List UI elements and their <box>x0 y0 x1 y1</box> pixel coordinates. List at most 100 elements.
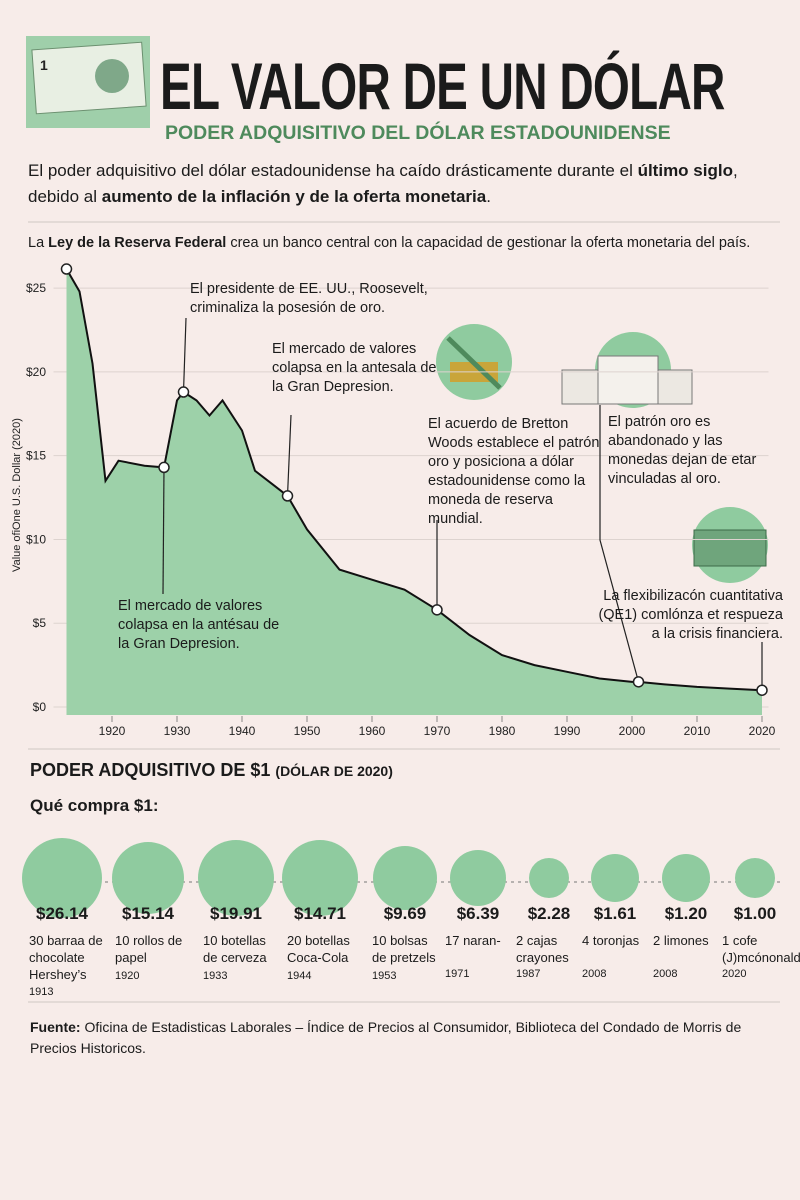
item-description: 10 botellas de cerveza <box>203 933 267 965</box>
item-price: $19.91 <box>210 904 262 923</box>
x-tick-label: 1960 <box>359 724 386 738</box>
x-tick-label: 1930 <box>164 724 191 738</box>
text-run: crea un banco central con la capacidad d… <box>226 235 751 251</box>
intro: El poder adquisitivo del dólar estadouni… <box>28 158 788 210</box>
leader-line <box>182 317 187 393</box>
line <box>65 268 763 692</box>
annotation-marker <box>177 386 190 398</box>
leader-line <box>162 467 165 595</box>
item-year: 1987 <box>516 968 541 980</box>
text-run: El mercado de valores colapsa en la ante… <box>272 341 437 395</box>
section-title: PODER ADQUISITIVO DE $1 (DÓLAR DE 2020) <box>30 760 393 781</box>
item-icon <box>662 854 710 902</box>
item-icon <box>591 854 639 902</box>
item-price: $1.20 <box>664 904 708 923</box>
item-description: 2 cajas crayones <box>516 933 569 965</box>
item-year: 1971 <box>445 968 470 980</box>
item-year: 1933 <box>203 970 228 982</box>
section-subtitle: Qué compra $1: <box>30 796 159 815</box>
y-axis-label: Value ofiOne U.S. Dollar (2020) <box>11 418 23 572</box>
annotation-marker <box>281 490 294 502</box>
item-description: 30 barraa de chocolate Hershey’s <box>29 933 103 982</box>
annotation-marker <box>431 604 443 616</box>
text-run: El patrón oro es abandonado y las moneda… <box>608 414 757 487</box>
item-icon <box>112 842 184 914</box>
annotation-marker <box>756 684 768 696</box>
x-tick-label: 2010 <box>684 724 711 738</box>
item-price: $6.39 <box>456 904 500 923</box>
item-price: $14.71 <box>294 904 346 923</box>
item-description: 1 cofe (J)mcónonald's <box>722 933 800 965</box>
item-description: 10 bolsas de pretzels <box>372 933 436 965</box>
subtitle: PODER ADQUISITIVO DEL DÓLAR ESTADOUNIDEN… <box>165 122 671 144</box>
text-run: . <box>486 187 491 206</box>
x-tick-label: 1990 <box>554 724 581 738</box>
text-run: Ley de la Reserva Federal <box>48 235 227 251</box>
text-run: El poder adquisitivo del dólar estadouni… <box>28 161 638 180</box>
item-price: $15.14 <box>122 904 174 923</box>
text-run: El presidente de EE. UU., Roosevelt, cri… <box>190 281 428 316</box>
item-icon <box>529 858 569 898</box>
leader-line <box>599 405 640 683</box>
item-description: 20 botellas Coca-Cola <box>287 933 350 965</box>
y-tick-label: $25 <box>26 281 46 295</box>
annotation-marker <box>60 263 73 275</box>
dollar-bill-icon: 1 <box>26 36 150 128</box>
item-year: 2008 <box>582 968 607 980</box>
annotation: El mercado de valores colapsa en la ante… <box>272 340 442 397</box>
item-price: $2.28 <box>527 904 571 923</box>
y-tick-label: $10 <box>26 532 46 546</box>
area <box>66 269 762 715</box>
annotation: La Ley de la Reserva Federal crea un ban… <box>28 234 798 253</box>
text-run: , debido al <box>28 161 738 206</box>
y-tick-label: $20 <box>26 365 46 379</box>
item-year: 1944 <box>287 970 312 982</box>
item-price: $1.61 <box>593 904 637 923</box>
x-tick-label: 1970 <box>424 724 451 738</box>
svg-text:1: 1 <box>40 57 48 73</box>
y-tick-label: $5 <box>33 616 47 630</box>
item-description: 17 naran- <box>445 933 501 948</box>
item-year: 1953 <box>372 970 397 982</box>
item-icon <box>282 840 358 916</box>
annotation-marker <box>158 461 170 474</box>
item-price: $1.00 <box>733 904 777 923</box>
annotation: El acuerdo de Bretton Woods establece el… <box>428 415 606 529</box>
source-text: Oficina de Estadisticas Laborales – Índi… <box>30 1019 742 1056</box>
item-year: 2008 <box>653 968 678 980</box>
x-tick-label: 1920 <box>99 724 126 738</box>
text-run: El mercado de valores colapsa en la anté… <box>118 598 280 652</box>
text-run: El acuerdo de Bretton Woods establece el… <box>428 416 600 527</box>
item-icon <box>450 850 506 906</box>
item-icon <box>22 838 102 918</box>
annotation: El patrón oro es abandonado y las moneda… <box>608 413 758 489</box>
section-title-note: (DÓLAR DE 2020) <box>275 763 393 779</box>
x-tick-label: 2020 <box>749 724 776 738</box>
item-description: 4 toronjas <box>582 933 640 948</box>
x-tick-label: 1940 <box>229 724 256 738</box>
x-tick-label: 1980 <box>489 724 516 738</box>
title: EL VALOR DE UN DÓLAR <box>160 49 725 123</box>
item-year: 2020 <box>722 968 747 980</box>
text-run: aumento de la inflación y de la oferta m… <box>101 187 487 206</box>
item-description: 2 limones <box>653 933 709 948</box>
item-icon <box>735 858 775 898</box>
y-tick-label: $15 <box>26 449 46 463</box>
section-title-text: PODER ADQUISITIVO DE $1 <box>30 760 271 780</box>
item-icon <box>373 846 437 910</box>
text-run: La <box>28 235 49 251</box>
annotation: El presidente de EE. UU., Roosevelt, cri… <box>190 280 430 318</box>
item-year: 1913 <box>29 986 54 998</box>
item-icon <box>198 840 274 916</box>
item-description: 10 rollos de papel <box>115 933 183 965</box>
annotation: El mercado de valores colapsa en la anté… <box>118 597 288 654</box>
text-run: La flexibilizacón cuantitativa (QE1) com… <box>598 588 783 642</box>
item-price: $26.14 <box>36 904 88 923</box>
item-year: 1920 <box>115 970 140 982</box>
plot: $0 $5 $10 $15 $20 $25 1920 1930 1940 1950 1960 1970… <box>26 268 776 738</box>
x-tick-label: 2000 <box>619 724 646 738</box>
item-price: $9.69 <box>383 904 427 923</box>
source: Fuente: Oficina de Estadisticas Laborale… <box>30 1017 780 1059</box>
